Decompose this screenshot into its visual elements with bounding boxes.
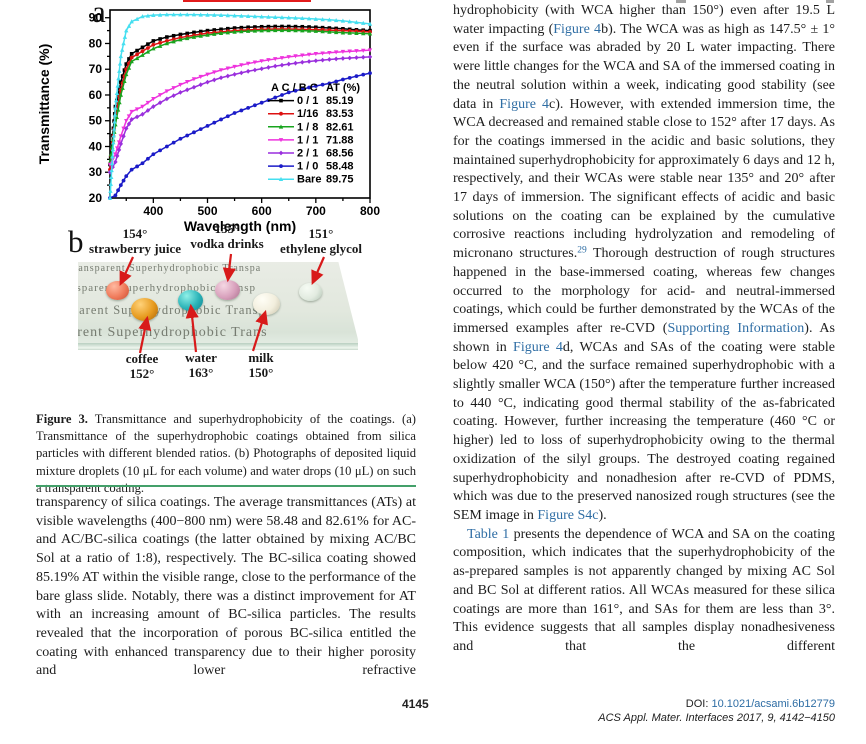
droplet-vodka-drinks <box>215 280 240 300</box>
doi-label: DOI: <box>685 698 712 710</box>
label-ethylene-glycol: 151° ethylene glycol <box>270 226 372 256</box>
x-axis-title: Wavelength (nm) <box>184 218 296 234</box>
reference-link[interactable]: Figure 4 <box>513 339 563 355</box>
page-number: 4145 <box>402 697 429 711</box>
slide-printed-text: ransparent Superhydrophobic Transpa <box>78 263 262 274</box>
reference-link[interactable]: Table 1 <box>467 526 510 542</box>
svg-text:1 / 8: 1 / 8 <box>297 121 318 133</box>
panel-b-label: b <box>68 224 84 259</box>
journal-name: ACS Appl. Mater. Interfaces <box>598 711 734 724</box>
svg-text:50: 50 <box>89 114 103 128</box>
liquid-name: ethylene glycol <box>280 240 362 256</box>
svg-text:58.48: 58.48 <box>326 161 354 173</box>
legend-header-at: AT (%) <box>326 82 360 94</box>
journal-citation: 2017, 9, 4142−4150 <box>733 711 835 724</box>
contact-angle: 154° <box>122 226 148 241</box>
svg-text:0 / 1: 0 / 1 <box>297 95 318 107</box>
clipped-line-fragment <box>676 0 686 3</box>
label-milk: milk 150° <box>232 350 290 380</box>
liquid-name: water <box>185 350 217 365</box>
label-coffee: coffee 152° <box>110 351 174 381</box>
svg-text:1/16: 1/16 <box>297 108 318 120</box>
liquid-name: coffee <box>125 351 159 366</box>
liquid-name: milk <box>248 350 274 365</box>
reference-link[interactable]: 29 <box>577 245 587 256</box>
reference-link[interactable]: Figure S4c <box>537 507 599 523</box>
contact-angle: 151° <box>308 226 334 241</box>
droplet-ethylene-glycol <box>299 283 322 301</box>
legend-header-ratio: A C / B C <box>271 82 318 94</box>
slide-printed-text: parent Superhydrophobic Trans <box>78 325 268 340</box>
journal-line: ACS Appl. Mater. Interfaces 2017, 9, 414… <box>598 712 835 726</box>
svg-text:700: 700 <box>306 204 326 218</box>
clipped-line-fragment <box>826 0 834 3</box>
figure-caption-label: Figure 3. <box>36 411 88 426</box>
svg-text:20: 20 <box>89 191 103 205</box>
liquid-name: strawberry juice <box>88 240 182 256</box>
droplet-strawberry-juice <box>106 281 129 300</box>
svg-text:83.53: 83.53 <box>326 108 354 120</box>
footer-citation-block: DOI: 10.1021/acsami.6b12779 ACS Appl. Ma… <box>598 698 835 725</box>
contact-angle: 150° <box>248 364 274 380</box>
svg-text:800: 800 <box>360 204 380 218</box>
y-axis-title: Transmittance (%) <box>36 44 52 165</box>
svg-text:30: 30 <box>89 165 103 179</box>
svg-text:90: 90 <box>89 11 103 25</box>
svg-text:71.88: 71.88 <box>326 134 354 146</box>
svg-text:60: 60 <box>89 88 103 102</box>
reference-link[interactable]: Figure 4 <box>553 21 602 37</box>
right-column-paragraph-1: hydrophobicity (with WCA higher than 150… <box>453 3 836 523</box>
label-strawberry-juice: 154° strawberry juice <box>84 226 186 256</box>
label-water: water 163° <box>172 350 230 380</box>
svg-text:70: 70 <box>89 62 103 76</box>
doi-line: DOI: 10.1021/acsami.6b12779 <box>598 698 835 712</box>
svg-text:1 / 0: 1 / 0 <box>297 161 318 173</box>
label-vodka-drinks: 155° vodka drinks <box>183 221 271 251</box>
section-divider-rule <box>36 485 416 488</box>
glass-slide-edge <box>78 343 358 350</box>
slide-printed-text: sparent Superhydrophobic Transp <box>78 303 266 317</box>
photo-panel-b: ransparent Superhydrophobic Transpa nspa… <box>78 262 358 350</box>
svg-text:40: 40 <box>89 139 103 153</box>
svg-text:400: 400 <box>143 204 163 218</box>
svg-text:600: 600 <box>252 204 272 218</box>
transmittance-chart: 400 500 600 700 800 20 30 40 50 60 70 80 90 Wavelengt… <box>36 9 380 234</box>
droplet-water <box>178 290 203 311</box>
droplet-coffee <box>131 298 158 321</box>
svg-text:1 / 1: 1 / 1 <box>297 134 318 146</box>
reference-link[interactable]: Supporting Information <box>667 320 805 336</box>
doi-link[interactable]: 10.1021/acsami.6b12779 <box>711 698 835 710</box>
plot-border <box>109 9 371 199</box>
contact-angle: 155° <box>214 221 240 236</box>
reference-link[interactable]: Figure 4 <box>499 96 550 112</box>
svg-text:Bare: Bare <box>297 174 321 186</box>
right-column-paragraph-2: Table 1 presents the dependence of WCA a… <box>453 526 835 654</box>
svg-text:82.61: 82.61 <box>326 121 354 133</box>
svg-text:80: 80 <box>89 36 103 50</box>
figure-caption-text: Transmittance and superhydrophobicity of… <box>36 411 416 496</box>
droplet-milk <box>253 293 280 315</box>
clipped-red-artifact <box>183 0 311 2</box>
contact-angle: 152° <box>129 365 155 381</box>
left-column-paragraph: transparency of silica coatings. The ave… <box>36 495 416 679</box>
svg-text:89.75: 89.75 <box>326 174 354 186</box>
svg-text:85.19: 85.19 <box>326 95 354 107</box>
svg-text:500: 500 <box>197 204 217 218</box>
figure-caption: Figure 3. Transmittance and superhydroph… <box>36 411 416 498</box>
svg-text:68.56: 68.56 <box>326 148 354 160</box>
liquid-name: vodka drinks <box>190 235 264 251</box>
contact-angle: 163° <box>188 364 214 380</box>
right-column: hydrophobicity (with WCA higher than 150… <box>453 2 835 657</box>
panel-a-label: a <box>92 0 106 29</box>
svg-text:2 / 1: 2 / 1 <box>297 148 318 160</box>
